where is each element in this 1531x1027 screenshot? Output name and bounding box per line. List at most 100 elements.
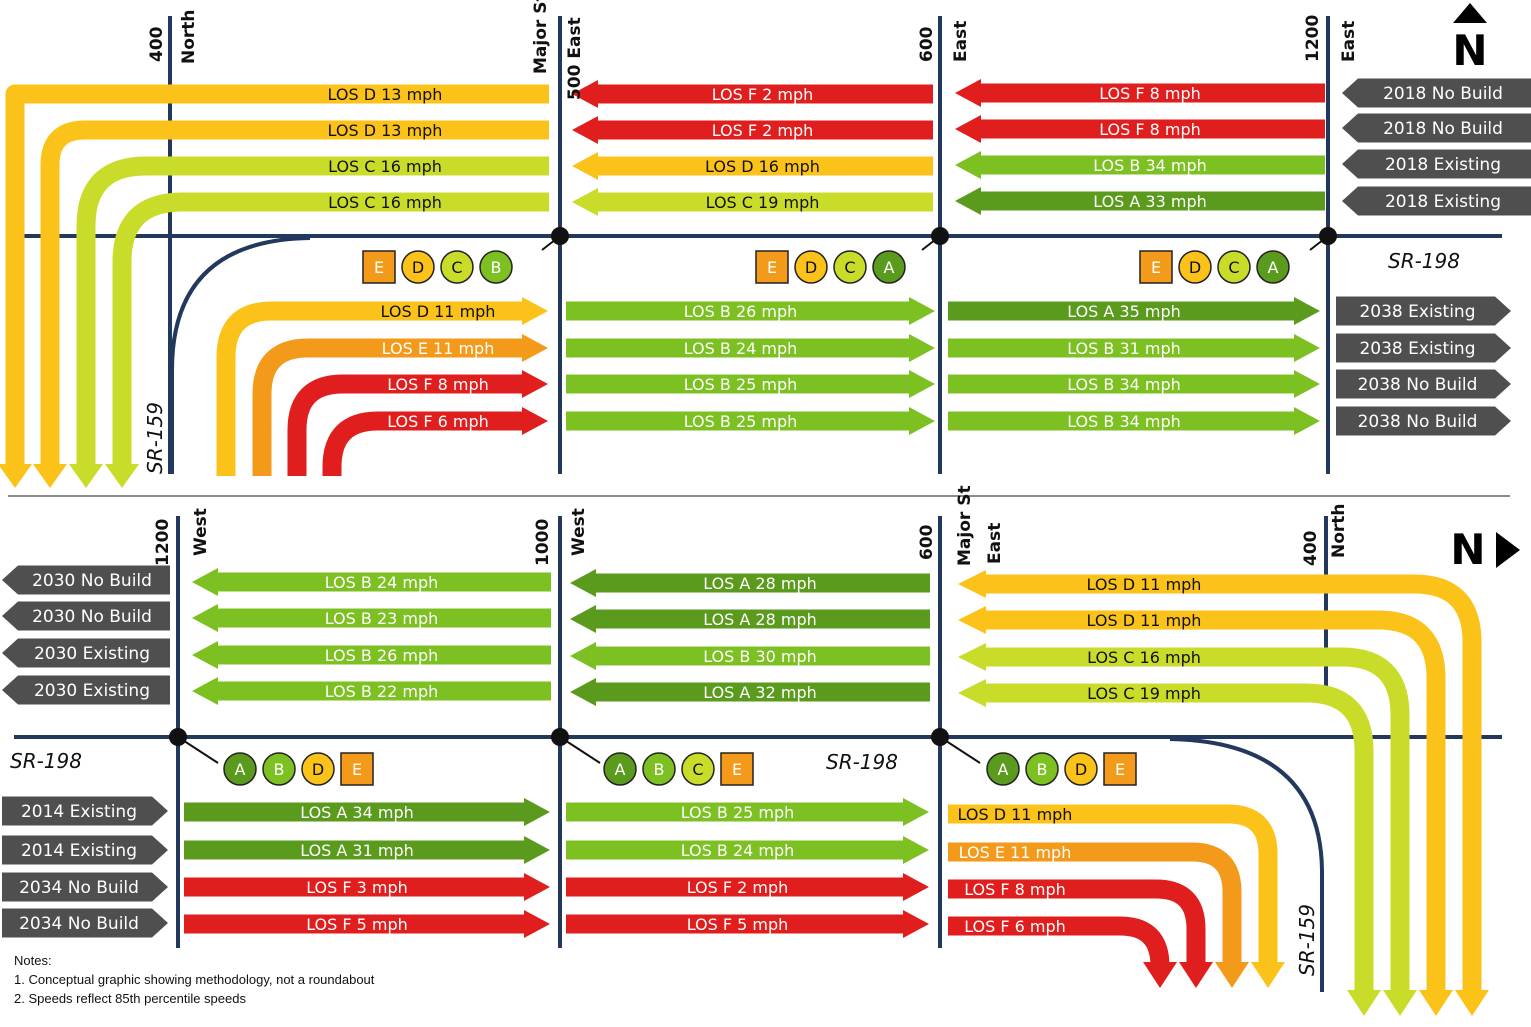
bottom-int-1-badge-0-letter: A <box>615 760 626 779</box>
top-int-1-badge-3 <box>872 250 906 284</box>
top-seg3-wb-0 <box>955 79 1325 107</box>
bottom-seg1-wb-3-label: LOS B 22 mph <box>325 682 439 701</box>
top-west-turn-3-label: LOS C 16 mph <box>328 193 442 212</box>
top-northbound-turn-3-head <box>522 407 548 435</box>
bottom-seg2-wb-0 <box>570 569 930 597</box>
top-west-turn-2-label: LOS C 16 mph <box>328 157 442 176</box>
bottom-seg1-eb-2 <box>184 873 550 901</box>
bottom-seg1-wb-2 <box>192 641 551 669</box>
bottom-seg3-right-turn-1-label: LOS E 11 mph <box>959 843 1072 862</box>
bottom-seg3-turn-0-label: LOS D 11 mph <box>1087 575 1202 594</box>
bottom-int-1-badge-2 <box>681 752 715 786</box>
bottom-seg2-wb-2 <box>570 642 930 670</box>
top-seg2-eb-2 <box>566 370 935 398</box>
top-int-2-badge-3-letter: A <box>1268 258 1279 277</box>
bottom-seg1-eb-1 <box>184 836 550 864</box>
top-seg2-wb-3 <box>572 188 933 216</box>
bottom-int-0-badge-1 <box>262 752 296 786</box>
bottom-seg3-right-turn-0-label: LOS D 11 mph <box>958 805 1073 824</box>
top-seg2-wb-0-label: LOS F 2 mph <box>712 85 814 104</box>
top-west-turn-2-head <box>69 464 103 488</box>
top-seg3-eb-1 <box>948 334 1320 362</box>
notes: Notes: 1. Conceptual graphic showing met… <box>14 951 374 1008</box>
bottom-sr-159-label: SR-159 <box>1295 904 1319 976</box>
top-label-0-text: 2018 No Build <box>1383 84 1503 104</box>
top-seg2-eb-2-label: LOS B 25 mph <box>684 375 798 394</box>
bottom-seg3-turn-0 <box>986 574 1482 990</box>
bottom-seg2-eb-0-label: LOS B 25 mph <box>681 803 795 822</box>
top-seg3-wb-0-label: LOS F 8 mph <box>1099 84 1201 103</box>
top-seg2-wb-0 <box>572 80 933 108</box>
bottom-int-2-badge-1-letter: B <box>1037 760 1048 779</box>
note-1: 1. Conceptual graphic showing methodolog… <box>14 972 375 987</box>
bottom-seg3-right-turn-2-label: LOS F 8 mph <box>964 880 1066 899</box>
bottom-street-600-name: East <box>985 523 1005 564</box>
notes-heading: Notes: <box>14 953 52 968</box>
top-int-0-badge-0 <box>362 250 396 284</box>
top-label-6-text: 2038 No Build <box>1358 375 1478 395</box>
bottom-seg3-turn-1-tail <box>958 606 986 634</box>
bottom-seg1-eb-3 <box>184 910 550 938</box>
top-seg2-wb-2-label: LOS D 16 mph <box>705 157 820 176</box>
top-seg3-wb-1 <box>955 115 1325 143</box>
top-label-3-text: 2018 Existing <box>1385 192 1501 212</box>
bottom-seg2-wb-3 <box>570 678 930 706</box>
bottom-label-7-text: 2034 No Build <box>19 914 139 934</box>
top-west-turn-0-head <box>0 464 32 488</box>
bottom-label-3 <box>2 675 170 705</box>
top-int-1-badge-2 <box>833 250 867 284</box>
bottom-sr-198-label-left: SR-198 <box>10 749 82 773</box>
top-int-0-badge-2-letter: C <box>451 258 462 277</box>
bottom-seg3-turn-0-tail <box>958 570 986 598</box>
bottom-int-0-badge-2-letter: D <box>312 760 324 779</box>
bottom-intersection-node-0 <box>169 728 187 746</box>
top-label-4-text: 2038 Existing <box>1359 302 1475 322</box>
top-label-1 <box>1342 113 1531 143</box>
top-label-2-text: 2018 Existing <box>1385 155 1501 175</box>
bottom-seg3-turn-1-label: LOS D 11 mph <box>1087 611 1202 630</box>
top-int-1-badge-0-letter: E <box>767 258 777 277</box>
bottom-label-7 <box>2 908 168 938</box>
top-northbound-turn-0 <box>216 301 522 476</box>
bottom-label-4 <box>2 796 168 826</box>
top-northbound-turn-2-head <box>522 370 548 398</box>
top-seg2-eb-1 <box>566 334 935 362</box>
top-northbound-turn-1-head <box>522 334 548 362</box>
top-street-400-number: 400 <box>147 26 167 62</box>
bottom-int-2-badge-2 <box>1064 752 1098 786</box>
bottom-seg3-turn-2-label: LOS C 16 mph <box>1087 648 1201 667</box>
top-seg2-eb-1-label: LOS B 24 mph <box>684 339 798 358</box>
bottom-seg3-turn-2 <box>986 647 1410 990</box>
top-west-turn-0-label: LOS D 13 mph <box>328 85 443 104</box>
bottom-int-1-badge-2-letter: C <box>692 760 703 779</box>
bottom-seg3-turn-3-head <box>1347 990 1381 1016</box>
top-int-2-badge-2 <box>1217 250 1251 284</box>
top-int-0-badge-2 <box>440 250 474 284</box>
top-int-0-badge-0-letter: E <box>374 258 384 277</box>
top-street-600-name: East <box>951 21 971 62</box>
bottom-seg1-eb-0-label: LOS A 34 mph <box>300 803 414 822</box>
top-label-2 <box>1342 149 1531 179</box>
bottom-seg2-eb-1 <box>566 836 929 864</box>
top-int-1-badge-1-letter: D <box>805 258 817 277</box>
bottom-int-0-badge-3-letter: E <box>352 760 362 779</box>
bottom-sr-159-road <box>1169 737 1324 992</box>
top-northbound-turn-2-label: LOS F 8 mph <box>387 375 489 394</box>
top-seg2-eb-3-label: LOS B 25 mph <box>684 412 798 431</box>
top-int-1-badge-0 <box>755 250 789 284</box>
top-seg3-eb-0 <box>948 297 1320 325</box>
bottom-seg3-turn-2-tail <box>958 643 986 671</box>
top-int-1-badge-2-letter: C <box>844 258 855 277</box>
top-west-turn-1-label: LOS D 13 mph <box>328 121 443 140</box>
top-seg3-eb-1-label: LOS B 31 mph <box>1067 339 1181 358</box>
top-label-1-text: 2018 No Build <box>1383 119 1503 139</box>
bottom-int-0-badge-1-letter: B <box>274 760 285 779</box>
top-west-turn-1 <box>40 120 549 464</box>
bottom-seg2-wb-1-label: LOS A 28 mph <box>703 610 817 629</box>
north-letter: N <box>1452 26 1487 75</box>
bottom-intersection-node-2 <box>931 728 949 746</box>
bottom-street-1200-name: West <box>191 508 211 556</box>
bottom-label-6-text: 2034 No Build <box>19 878 139 898</box>
top-west-turn-0 <box>5 84 549 464</box>
top-int-2-badge-0 <box>1139 250 1173 284</box>
